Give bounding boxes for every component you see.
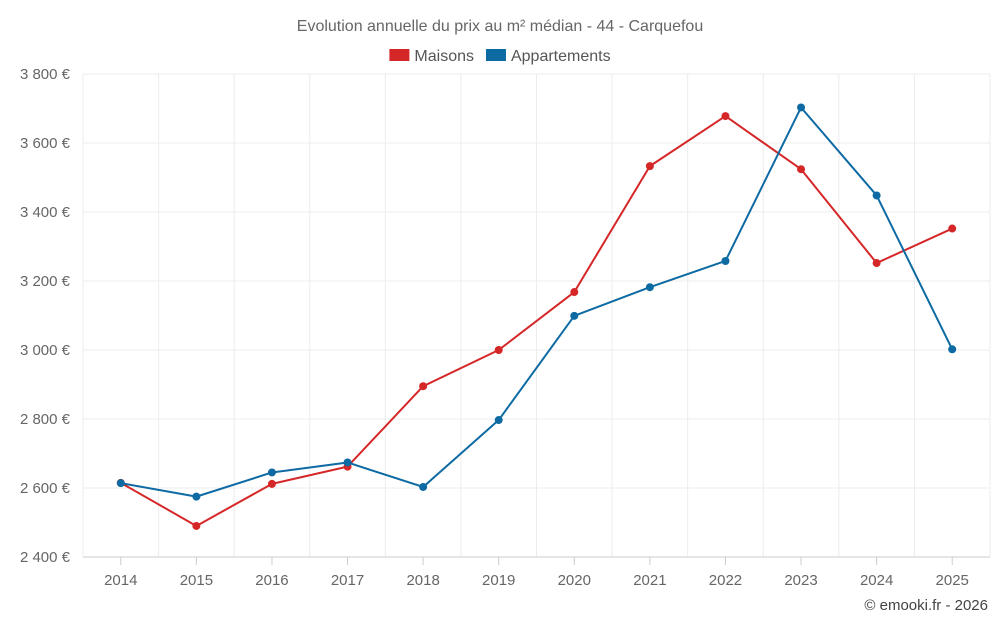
data-point-appartements[interactable] — [797, 103, 806, 112]
x-tick-label: 2020 — [558, 572, 591, 589]
series-layer — [116, 103, 957, 530]
legend-item-appartements[interactable]: Appartements — [485, 48, 611, 65]
x-tick-label: 2019 — [482, 572, 515, 589]
legend-swatch — [485, 49, 506, 61]
y-tick-label: 2 800 € — [20, 411, 71, 428]
data-point-appartements[interactable] — [192, 492, 201, 501]
data-point-maisons[interactable] — [419, 382, 428, 391]
y-tick-label: 3 000 € — [20, 342, 71, 359]
x-tick-label: 2017 — [331, 572, 364, 589]
data-point-maisons[interactable] — [494, 346, 503, 354]
x-tick-label: 2018 — [406, 572, 439, 589]
data-point-maisons[interactable] — [721, 112, 730, 121]
data-point-appartements[interactable] — [948, 345, 957, 354]
legend-item-maisons[interactable]: Maisons — [389, 48, 474, 65]
y-axis: 2 400 € 2 600 € 2 800 € 3 000 € 3 200 € 3 400… — [20, 66, 71, 566]
legend-swatch — [389, 49, 410, 61]
y-tick-label: 3 800 € — [20, 66, 71, 83]
x-tick-label: 2021 — [633, 572, 666, 589]
data-point-maisons[interactable] — [948, 224, 957, 233]
data-point-appartements[interactable] — [116, 479, 125, 488]
data-point-maisons[interactable] — [570, 288, 579, 297]
legend-label: Appartements — [511, 48, 611, 65]
x-tick-label: 2023 — [784, 572, 817, 589]
chart-title: Evolution annuelle du prix au m² médian … — [297, 18, 703, 35]
data-point-maisons[interactable] — [872, 259, 881, 268]
data-point-maisons[interactable] — [267, 479, 276, 488]
y-tick-label: 2 600 € — [20, 480, 71, 497]
data-point-maisons[interactable] — [192, 521, 201, 530]
data-point-appartements[interactable] — [343, 458, 352, 467]
x-tick-label: 2016 — [255, 572, 288, 589]
data-point-appartements[interactable] — [419, 482, 428, 491]
y-tick-label: 2 400 € — [20, 549, 71, 566]
x-tick-label: 2014 — [104, 572, 137, 589]
data-point-appartements[interactable] — [872, 191, 881, 200]
data-point-appartements[interactable] — [267, 468, 276, 477]
data-point-appartements[interactable] — [494, 416, 503, 425]
data-point-maisons[interactable] — [645, 162, 654, 171]
x-tick-label: 2024 — [860, 572, 893, 589]
y-tick-label: 3 200 € — [20, 273, 71, 290]
legend[interactable]: Maisons Appartements — [389, 48, 611, 65]
data-point-appartements[interactable] — [721, 256, 730, 265]
x-tick-label: 2025 — [936, 572, 969, 589]
x-tick-label: 2022 — [709, 572, 742, 589]
x-tick-label: 2015 — [180, 572, 213, 589]
legend-label: Maisons — [414, 48, 474, 65]
x-axis: 2014 2015 2016 2017 2018 2019 2020 2021 2022 2023… — [83, 556, 990, 589]
data-point-appartements[interactable] — [645, 283, 654, 292]
y-tick-label: 3 600 € — [20, 135, 71, 152]
y-tick-label: 3 400 € — [20, 204, 71, 221]
series-line-maisons — [120, 115, 953, 527]
data-point-maisons[interactable] — [797, 165, 806, 174]
grid — [82, 73, 991, 558]
series-line-appartements — [120, 106, 954, 498]
data-point-appartements[interactable] — [570, 311, 579, 320]
copyright: © emooki.fr - 2026 — [864, 597, 988, 614]
